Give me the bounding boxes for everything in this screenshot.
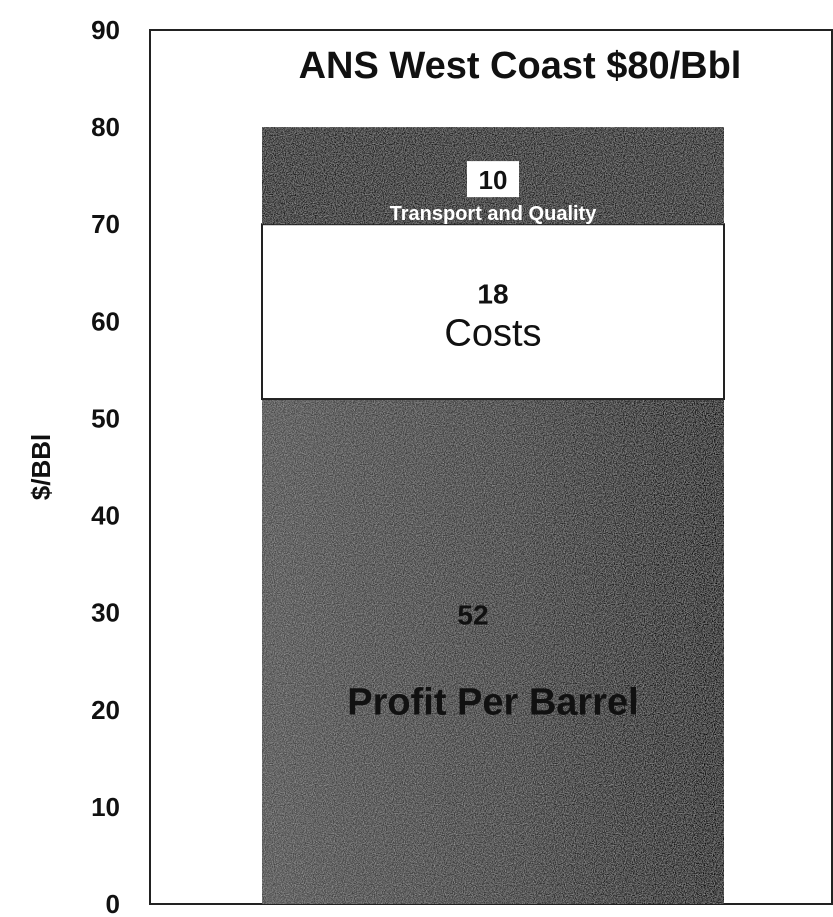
bar-segment-label: Costs	[444, 313, 541, 355]
chart-title: ANS West Coast $80/Bbl	[299, 45, 742, 87]
y-tick-label: 80	[91, 112, 120, 142]
y-tick-label: 60	[91, 306, 120, 336]
bar-segment-value: 18	[477, 279, 508, 310]
y-tick-label: 0	[106, 889, 120, 917]
y-tick-label: 70	[91, 209, 120, 239]
bar-segment	[262, 399, 724, 904]
y-axis-ticks: 0 10 20 30 40 50 60 70 80 90	[91, 15, 120, 917]
bar-segment-value: 52	[457, 600, 488, 631]
y-tick-label: 90	[91, 15, 120, 45]
y-tick-label: 10	[91, 792, 120, 822]
bar-segment	[261, 223, 725, 401]
y-tick-label: 40	[91, 501, 120, 531]
y-tick-label: 20	[91, 695, 120, 725]
bar-segment-value: 10	[479, 165, 508, 195]
bar-segment-label: Transport and Quality	[390, 203, 598, 225]
y-axis-label: $/BBl	[26, 434, 56, 500]
bar-segment-label: Profit Per Barrel	[347, 682, 638, 724]
y-tick-label: 50	[91, 403, 120, 433]
y-tick-label: 30	[91, 598, 120, 628]
bar-segments	[261, 127, 725, 904]
value-label-box	[467, 161, 519, 198]
